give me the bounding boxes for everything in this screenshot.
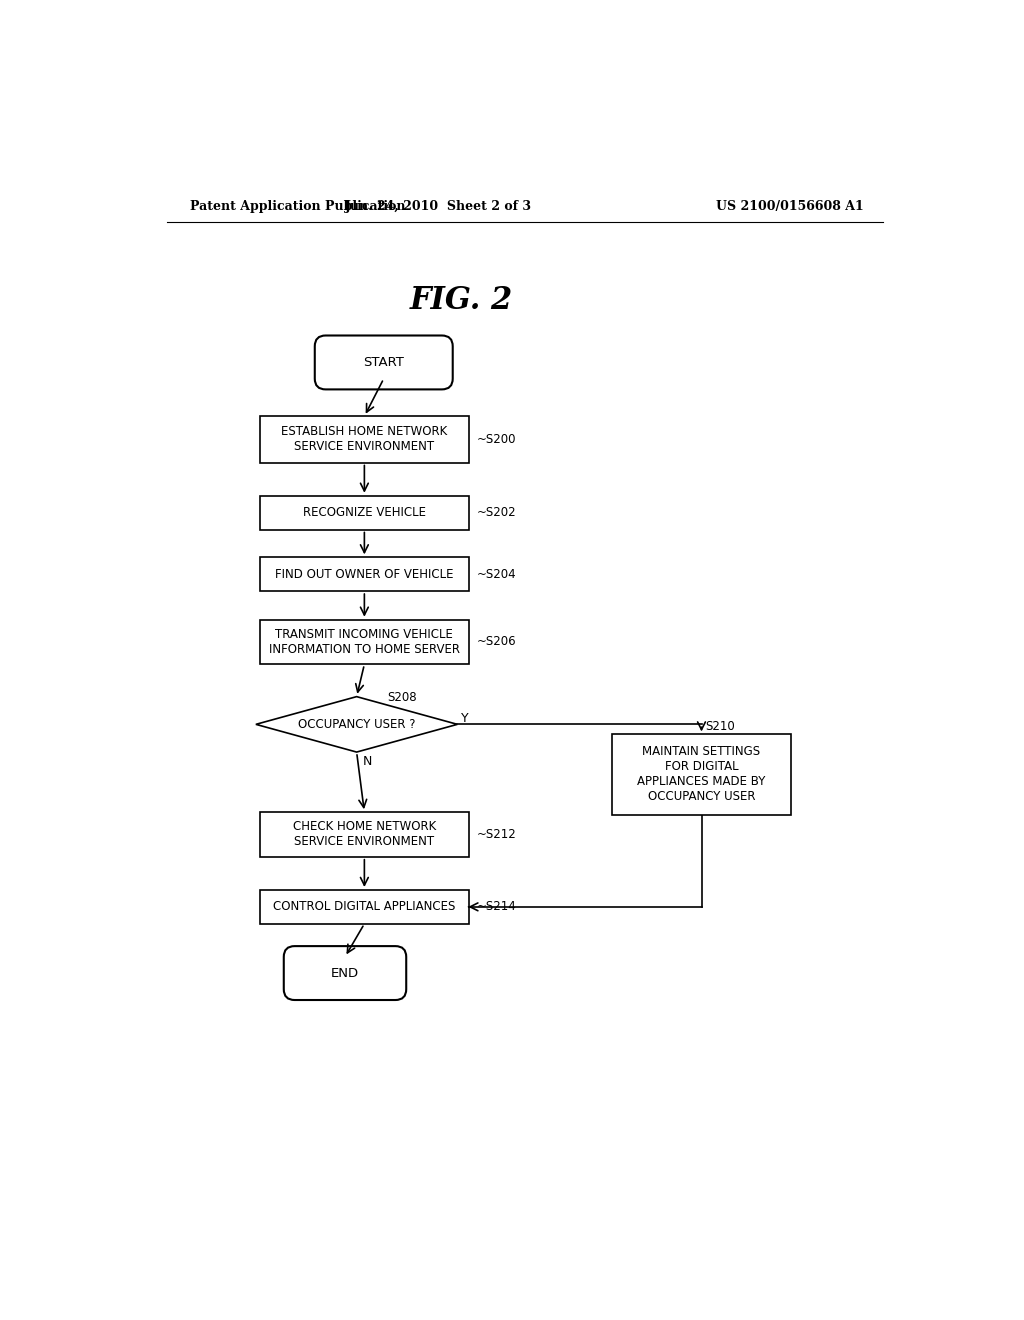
- Text: Patent Application Publication: Patent Application Publication: [190, 199, 406, 213]
- Text: FIG. 2: FIG. 2: [410, 285, 513, 317]
- Text: ~S206: ~S206: [477, 635, 516, 648]
- Bar: [260, 496, 469, 529]
- Bar: [612, 734, 791, 814]
- Text: ESTABLISH HOME NETWORK
SERVICE ENVIRONMENT: ESTABLISH HOME NETWORK SERVICE ENVIRONME…: [282, 425, 447, 454]
- Bar: [260, 812, 469, 857]
- Text: ~S214: ~S214: [477, 900, 516, 913]
- Text: START: START: [364, 356, 404, 370]
- Bar: [260, 890, 469, 924]
- Text: S210: S210: [706, 721, 735, 733]
- Text: CONTROL DIGITAL APPLIANCES: CONTROL DIGITAL APPLIANCES: [273, 900, 456, 913]
- Text: TRANSMIT INCOMING VEHICLE
INFORMATION TO HOME SERVER: TRANSMIT INCOMING VEHICLE INFORMATION TO…: [269, 628, 460, 656]
- Bar: [260, 557, 469, 591]
- Text: ~S212: ~S212: [477, 828, 516, 841]
- Text: ~S204: ~S204: [477, 568, 516, 581]
- Polygon shape: [256, 697, 458, 752]
- Text: S208: S208: [388, 690, 417, 704]
- FancyBboxPatch shape: [314, 335, 453, 389]
- Text: MAINTAIN SETTINGS
FOR DIGITAL
APPLIANCES MADE BY
OCCUPANCY USER: MAINTAIN SETTINGS FOR DIGITAL APPLIANCES…: [637, 746, 766, 804]
- Text: US 2100/0156608 A1: US 2100/0156608 A1: [717, 199, 864, 213]
- Bar: [260, 416, 469, 462]
- Text: ~S200: ~S200: [477, 433, 516, 446]
- Bar: [260, 619, 469, 664]
- Text: Y: Y: [461, 711, 469, 725]
- Text: ~S202: ~S202: [477, 506, 516, 519]
- Text: CHECK HOME NETWORK
SERVICE ENVIRONMENT: CHECK HOME NETWORK SERVICE ENVIRONMENT: [293, 821, 436, 849]
- Text: FIND OUT OWNER OF VEHICLE: FIND OUT OWNER OF VEHICLE: [275, 568, 454, 581]
- Text: Jun. 24, 2010  Sheet 2 of 3: Jun. 24, 2010 Sheet 2 of 3: [344, 199, 531, 213]
- Text: END: END: [331, 966, 359, 979]
- Text: OCCUPANCY USER ?: OCCUPANCY USER ?: [298, 718, 416, 731]
- Text: RECOGNIZE VEHICLE: RECOGNIZE VEHICLE: [303, 506, 426, 519]
- FancyBboxPatch shape: [284, 946, 407, 1001]
- Text: N: N: [362, 755, 372, 768]
